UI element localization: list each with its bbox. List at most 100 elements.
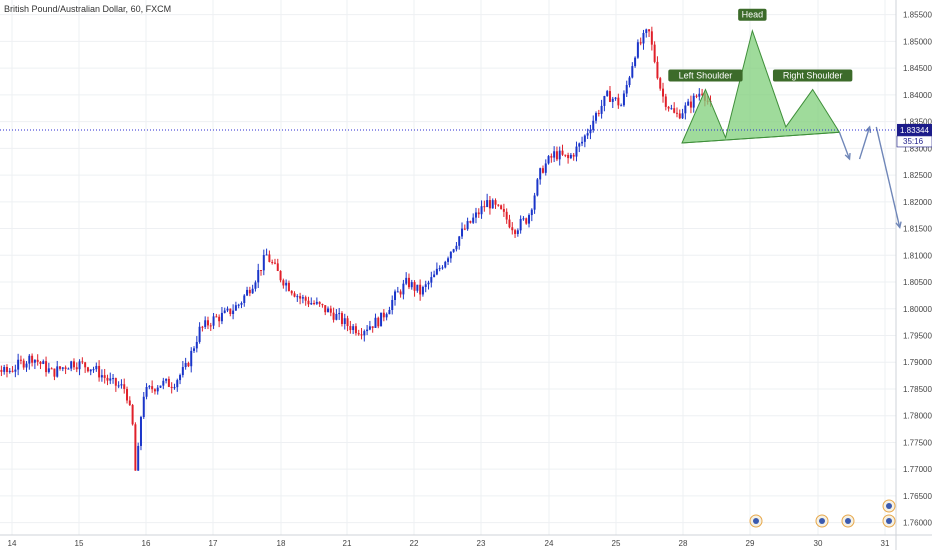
candle-body	[617, 97, 620, 106]
candle-body	[173, 387, 176, 389]
candle-body	[656, 61, 659, 79]
candle-body	[628, 77, 631, 86]
candle-body	[435, 268, 438, 275]
candle-body	[522, 218, 525, 220]
candle-body	[536, 179, 539, 196]
candle-body	[162, 380, 165, 386]
candle-body	[544, 163, 547, 173]
candle-body	[416, 284, 419, 291]
candle-body	[28, 355, 31, 364]
event-icons	[749, 499, 896, 528]
candle-body	[388, 309, 391, 315]
candle-body	[539, 168, 542, 180]
candle-body	[483, 206, 486, 208]
candle-body	[304, 297, 307, 301]
countdown-badge	[896, 135, 932, 148]
candle-body	[209, 325, 212, 327]
candle-body	[53, 368, 56, 377]
candle-body	[282, 280, 285, 286]
candle-body	[170, 386, 173, 389]
candle-body	[195, 341, 198, 349]
pattern-label-box	[772, 69, 853, 82]
candle-body	[271, 261, 274, 263]
candle-body	[583, 135, 586, 142]
candle-body	[206, 320, 209, 326]
candle-body	[307, 300, 310, 305]
candle-body	[198, 326, 201, 342]
candles	[0, 26, 712, 471]
y-tick-label: 1.83500	[903, 118, 932, 127]
candle-body	[204, 320, 207, 327]
candle-body	[321, 304, 324, 306]
y-tick-label: 1.85000	[903, 37, 932, 46]
candle-body	[394, 291, 397, 300]
candle-body	[47, 368, 50, 373]
candle-body	[452, 249, 455, 252]
candle-body	[265, 254, 268, 256]
candle-body	[145, 387, 148, 397]
candle-body	[332, 312, 335, 320]
candle-body	[684, 105, 687, 114]
candle-body	[391, 299, 394, 310]
candle-body	[318, 301, 321, 305]
calendar-event-icon	[753, 518, 759, 524]
pattern-label: Head	[742, 10, 764, 20]
pattern-label: Right Shoulder	[783, 71, 843, 81]
x-tick-label: 28	[679, 539, 688, 548]
candle-body	[117, 385, 120, 387]
candle-body	[402, 283, 405, 295]
candle-body	[550, 156, 553, 158]
candle-body	[67, 368, 70, 370]
candle-body	[84, 362, 87, 368]
candle-body	[586, 133, 589, 136]
candle-body	[159, 385, 162, 388]
candle-body	[329, 308, 332, 313]
candle-body	[642, 32, 645, 44]
candle-body	[625, 85, 628, 94]
projection-arrow	[858, 126, 871, 160]
candle-body	[33, 359, 36, 363]
head-shoulders-pattern	[681, 28, 841, 144]
candle-body	[558, 150, 561, 160]
candle-body	[461, 228, 464, 237]
candle-body	[441, 267, 444, 269]
candle-body	[645, 29, 648, 33]
candle-body	[139, 417, 142, 446]
calendar-event-icon	[886, 503, 892, 509]
candle-body	[112, 378, 115, 380]
candle-body	[234, 305, 237, 311]
candle-body	[179, 375, 182, 381]
candle-body	[407, 277, 410, 288]
candle-body	[698, 93, 701, 97]
calendar-event-icon	[886, 518, 892, 524]
candle-body	[262, 255, 265, 271]
candle-body	[357, 333, 360, 335]
candle-body	[72, 361, 75, 368]
candle-body	[220, 312, 223, 322]
candle-body	[670, 108, 673, 110]
candle-body	[100, 375, 103, 378]
candle-body	[634, 57, 637, 67]
y-tick-label: 1.81500	[903, 225, 932, 234]
candle-body	[564, 154, 567, 156]
x-tick-label: 16	[142, 539, 151, 548]
candle-body	[324, 305, 327, 313]
y-axis: 1.85500 1.85000 1.84500 1.84000 1.83500 1.830…	[903, 11, 932, 528]
candle-body	[430, 277, 433, 283]
candle-body	[592, 120, 595, 130]
candle-body	[340, 313, 343, 324]
candle-body	[134, 424, 137, 471]
candle-body	[463, 228, 466, 230]
candle-body	[98, 365, 101, 378]
candle-body	[131, 405, 134, 425]
x-tick-label: 31	[881, 539, 890, 548]
candle-body	[193, 348, 196, 351]
candle-body	[555, 151, 558, 160]
candle-body	[165, 378, 168, 381]
candle-body	[494, 200, 497, 205]
candle-body	[497, 204, 500, 206]
candle-body	[103, 375, 106, 378]
candle-body	[650, 31, 653, 45]
candle-body	[469, 221, 472, 223]
y-tick-label: 1.84500	[903, 64, 932, 73]
